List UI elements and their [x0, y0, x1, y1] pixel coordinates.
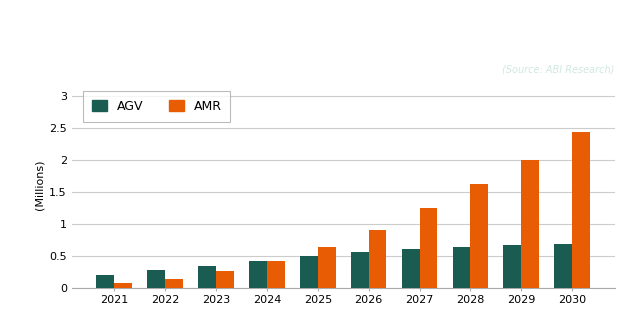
- Text: (Source: ABI Research): (Source: ABI Research): [502, 64, 615, 74]
- Text: Chart 1:: Chart 1:: [9, 15, 63, 28]
- Bar: [554, 244, 572, 288]
- Bar: [216, 271, 234, 288]
- Bar: [369, 230, 386, 288]
- Legend: AGV, AMR: AGV, AMR: [84, 91, 230, 122]
- Bar: [504, 245, 521, 288]
- Bar: [114, 282, 132, 288]
- Bar: [147, 270, 165, 288]
- Text: Shipments of Mobile Robots (AGV + AMR): Shipments of Mobile Robots (AGV + AMR): [90, 15, 368, 28]
- Text: World Markets: 2021 to 2030: World Markets: 2021 to 2030: [90, 50, 283, 63]
- Bar: [521, 160, 539, 288]
- Bar: [198, 266, 216, 288]
- Bar: [267, 261, 285, 288]
- Bar: [165, 279, 183, 288]
- Bar: [572, 132, 590, 288]
- Bar: [452, 247, 470, 288]
- Bar: [402, 249, 419, 288]
- Bar: [470, 184, 488, 288]
- Bar: [97, 276, 114, 288]
- Bar: [318, 247, 336, 288]
- Bar: [249, 261, 267, 288]
- Bar: [419, 208, 437, 288]
- Y-axis label: (Millions): (Millions): [35, 160, 45, 211]
- Bar: [300, 256, 318, 288]
- Bar: [351, 253, 369, 288]
